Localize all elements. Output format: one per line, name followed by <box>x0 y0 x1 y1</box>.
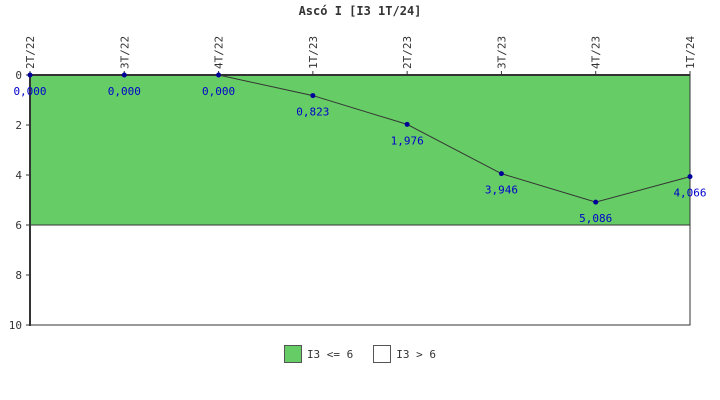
data-point <box>593 199 599 205</box>
legend-swatch-white <box>373 345 392 363</box>
legend: I3 <= 6 I3 > 6 <box>0 345 720 363</box>
legend-item-band-1: I3 <= 6 <box>283 345 354 363</box>
data-point <box>498 171 504 177</box>
band-1 <box>29 74 691 226</box>
series-line <box>30 74 691 203</box>
legend-item-band-2: I3 > 6 <box>373 345 436 363</box>
x-tick-label: 1T/23 <box>307 36 320 69</box>
x-tick-label: 1T/24 <box>684 36 697 69</box>
data-point <box>27 72 33 78</box>
chart-title: Ascó I [I3 1T/24] <box>298 4 422 18</box>
data-label: 0,823 <box>296 106 329 119</box>
data-point <box>687 174 693 180</box>
data-label: 1,976 <box>391 134 424 147</box>
data-label: 0,000 <box>13 85 46 98</box>
legend-swatch-green <box>283 345 302 363</box>
y-tick-label: 8 <box>15 269 22 282</box>
x-tick-label: 4T/22 <box>213 36 226 69</box>
data-point <box>404 121 410 127</box>
band-2 <box>29 224 691 326</box>
x-tick-label: 2T/22 <box>24 36 37 69</box>
legend-label-band-1: I3 <= 6 <box>306 347 354 361</box>
data-label: 3,946 <box>485 184 518 197</box>
x-tick-label: 3T/22 <box>118 36 131 69</box>
x-tick-label: 3T/23 <box>495 36 508 69</box>
y-tick-label: 2 <box>15 119 22 132</box>
y-tick-label: 4 <box>15 169 22 182</box>
y-tick-label: 0 <box>15 69 22 82</box>
y-tick-label: 6 <box>15 219 22 232</box>
x-tick-label: 4T/23 <box>590 36 603 69</box>
x-tick-label: 2T/23 <box>401 36 414 69</box>
y-tick-label: 10 <box>9 319 22 332</box>
data-label: 4,066 <box>673 187 706 200</box>
legend-label-band-2: I3 > 6 <box>396 347 437 361</box>
data-point <box>216 72 222 78</box>
data-label: 0,000 <box>108 85 141 98</box>
data-label: 0,000 <box>202 85 235 98</box>
data-label: 5,086 <box>579 212 612 225</box>
data-point <box>121 72 127 78</box>
data-point <box>310 93 316 99</box>
